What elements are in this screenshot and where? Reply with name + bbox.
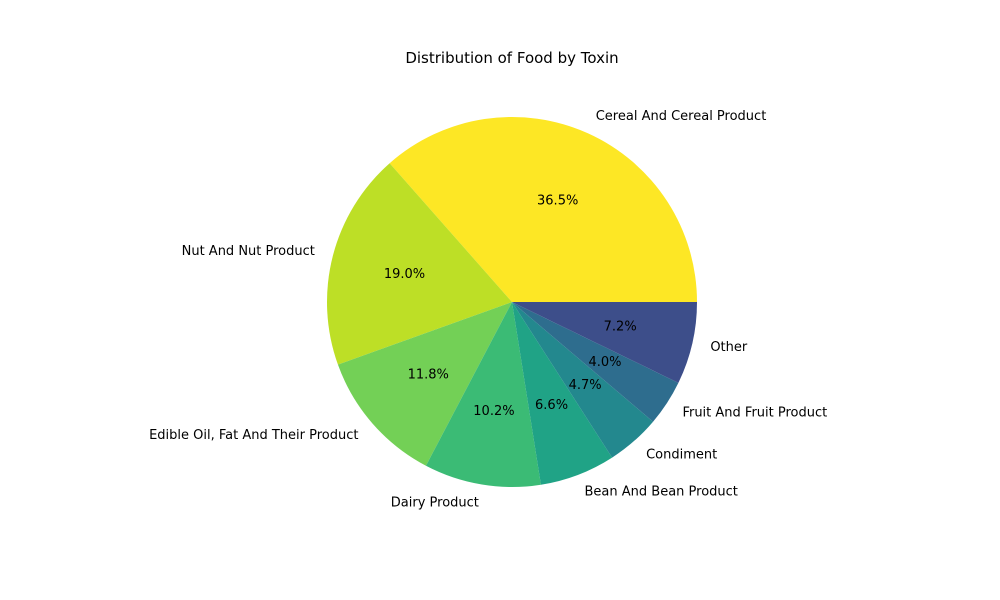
slice-label-bean-and-bean-product: Bean And Bean Product [585, 485, 738, 500]
percent-label-other: 7.2% [604, 319, 637, 334]
percent-label-edible-oil-fat-and-their-product: 11.8% [408, 367, 449, 382]
percent-label-bean-and-bean-product: 6.6% [535, 398, 568, 413]
pie-slice-other [512, 302, 697, 383]
slice-label-condiment: Condiment [646, 448, 717, 463]
pie-slice-bean-and-bean-product [512, 302, 613, 485]
slice-label-fruit-and-fruit-product: Fruit And Fruit Product [682, 406, 827, 421]
slice-labels: Cereal And Cereal Product Nut And Nut Pro… [149, 109, 827, 510]
pie-slice-edible-oil-fat-and-their-product [337, 302, 512, 466]
slice-label-nut-and-nut-product: Nut And Nut Product [182, 244, 315, 259]
pie-slice-nut-and-nut-product [327, 163, 512, 365]
slice-label-cereal-and-cereal-product: Cereal And Cereal Product [596, 109, 767, 124]
percent-labels: 36.5% 19.0% 11.8% 10.2% 6.6%4.7% 4.0% 7.2% [384, 193, 637, 419]
chart-title: Distribution of Food by Toxin [405, 49, 618, 67]
percent-label-condiment: 4.7% [569, 378, 602, 393]
pie-slice-fruit-and-fruit-product [512, 302, 679, 422]
slice-label-edible-oil-fat-and-their-product: Edible Oil, Fat And Their Product [149, 428, 358, 443]
percent-label-dairy-product: 10.2% [473, 404, 514, 419]
slice-label-dairy-product: Dairy Product [391, 495, 479, 510]
pie-slices [327, 117, 697, 487]
percent-label-cereal-and-cereal-product: 36.5% [537, 193, 578, 208]
slice-label-other: Other [710, 340, 748, 355]
percent-label-fruit-and-fruit-product: 4.0% [588, 355, 621, 370]
percent-label-nut-and-nut-product: 19.0% [384, 267, 425, 282]
pie-slice-dairy-product [425, 302, 541, 487]
pie-slice-cereal-and-cereal-product [389, 117, 697, 303]
pie-slice-condiment [512, 302, 654, 458]
